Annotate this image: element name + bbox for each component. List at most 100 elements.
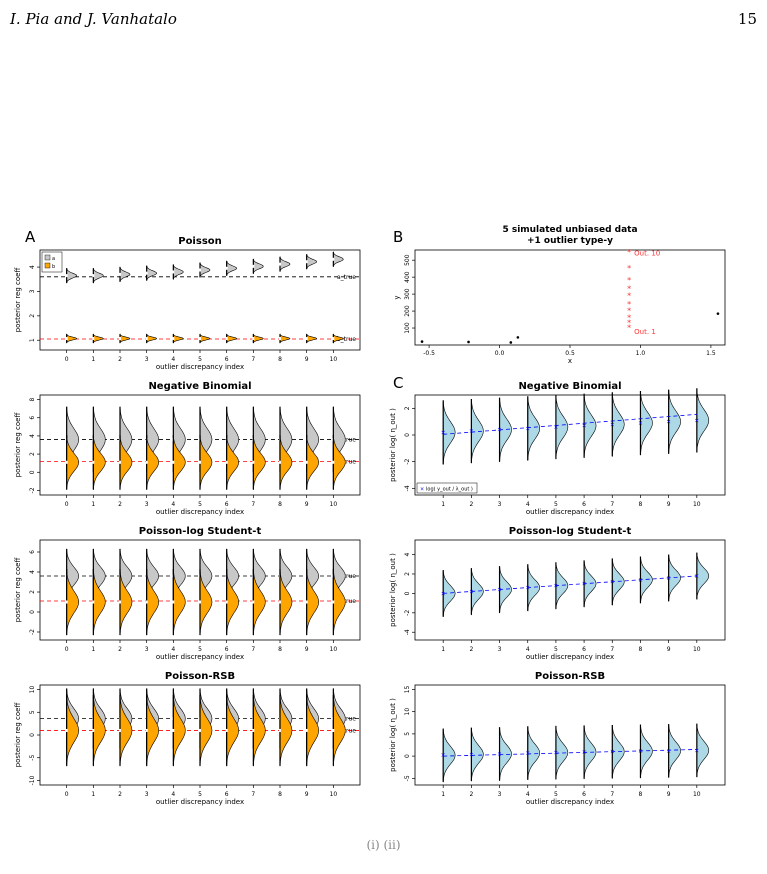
x-tick-label: 10 [330,646,338,653]
violin-b-7-median [252,600,255,604]
y-tick-label: 1 [29,338,36,342]
violin-b-0 [66,568,80,636]
x-tick-label: 3 [145,646,149,653]
x-tick-label: 8 [639,646,643,653]
x-axis-label: x [568,357,572,365]
violin-b-5 [199,568,213,636]
violin-a-4 [173,264,184,280]
obs-marker-1: × [441,429,446,436]
y-tick-label: 4 [29,434,36,438]
a-true-label: a_true [337,573,356,580]
x-axis-label: outlier discrepancy index [156,798,244,806]
violin-a-7-median [252,264,255,268]
violin-b-0 [66,434,80,490]
violin-b-1-median [92,728,95,732]
x-tick-label: 10 [693,501,701,508]
page-number: 15 [737,10,757,28]
data-point-4 [716,312,720,315]
obs-marker-7: × [610,749,615,756]
violin-b-3 [146,694,160,767]
a-true-label: a_true [337,716,356,723]
obs-marker-8: × [638,420,643,427]
x-tick-label: 3 [498,501,502,508]
x-tick-label: 8 [639,791,643,798]
y-tick-label: -2 [29,629,36,635]
obs-marker-4: × [525,425,530,432]
x-tick-label: 4 [526,501,530,508]
x-tick-label: 6 [225,356,229,363]
plot-title-A3: Poisson-log Student-t [139,526,262,537]
violin-b-8-median [279,728,281,732]
obs-marker-2: × [469,751,474,758]
violin-b-5 [199,694,213,767]
violin-eta-2 [471,398,484,464]
violin-b-3-median [145,460,148,464]
violin-eta-9 [668,724,681,778]
y-tick-label: 8 [29,397,36,401]
b-true-label: b_true [337,336,356,343]
violin-b-5-median [199,337,201,341]
y-tick-label: 6 [29,416,36,420]
x-tick-label: 0 [65,791,69,798]
y-tick-label: 0 [404,591,411,595]
x-axis-label: outlier discrepancy index [156,363,244,371]
violin-b-2-median [119,728,121,732]
violin-eta-4 [527,726,541,781]
figure-caption: (i) (ii) [366,838,401,852]
plot-A3: Poisson-log Student-t -2 0 2 4 6 0 1 2 3 4 5 6 7 8 9 10 o… [14,526,361,661]
obs-marker-10: × [694,573,699,580]
violin-eta-2 [471,568,484,616]
violin-b-5-median [199,600,201,604]
y-tick-label: 0 [29,470,36,474]
outlier-label-bottom: Out. 1 [634,328,656,336]
obs-marker-6: × [582,581,587,588]
x-tick-label: 9 [667,646,671,653]
plot-C3: Poisson-RSB -5 0 5 10 15 1 2 3 4 5 6 7 8 9 10 outlier di… [389,671,726,806]
violin-a-8-median [279,262,281,266]
legend-a-swatch [44,254,51,261]
violin-b-9 [306,434,320,490]
x-tick-label: 5 [198,501,202,508]
plot-C2: Poisson-log Student-t -4 -2 0 2 4 1 2 3 4 5 6 7 8 9 10 o… [389,526,726,661]
x-tick-label: 0 [65,356,69,363]
x-tick-label: 2 [469,646,473,653]
plot-title-C3: Poisson-RSB [535,671,605,682]
violin-b-9-median [305,460,308,464]
plot-title-C1: Negative Binomial [518,381,621,392]
x-tick-label: 10 [330,501,338,508]
x-tick-label: 9 [305,356,309,363]
violin-b-1 [93,434,106,490]
y-tick-label: 100 [404,322,411,334]
violin-b-4-median [172,728,175,732]
violin-b-1-median [92,600,95,604]
plot-frame-C3 [414,684,726,786]
violin-eta-7 [611,392,625,457]
y-tick-label: 400 [404,271,411,283]
x-tick-label: 9 [305,791,309,798]
obs-marker-5: × [553,424,558,431]
x-tick-label: 8 [278,646,282,653]
legend-b-swatch [44,262,51,269]
running-head: I. Pia and J. Vanhatalo [10,10,177,28]
plot-A4: Poisson-RSB -10 -5 0 5 10 0 1 2 3 4 5 6 7 8 9 10 outlier … [14,671,361,806]
x-tick-label: 1.0 [636,350,646,357]
y-tick-label: 0 [404,433,411,437]
x-tick-label: 4 [171,356,175,363]
x-tick-label: 7 [610,646,614,653]
x-tick-label: 1 [441,501,445,508]
outlier-label-top: Out. 10 [634,250,660,258]
plot-frame-B [414,249,726,346]
violin-a-6-median [225,266,228,270]
violin-eta-5 [555,562,569,610]
violin-b-5 [199,434,213,491]
panel-letter-a: A [25,228,36,246]
violin-eta-9 [668,389,681,455]
x-tick-label: 5 [554,791,558,798]
violin-eta-6 [583,393,597,459]
violin-b-5-median [199,728,201,732]
y-tick-label: -5 [404,775,411,781]
violin-eta-10 [696,552,710,600]
violin-b-9-median [305,728,308,732]
violin-b-10 [333,333,344,344]
violin-a-5-median [199,268,201,272]
